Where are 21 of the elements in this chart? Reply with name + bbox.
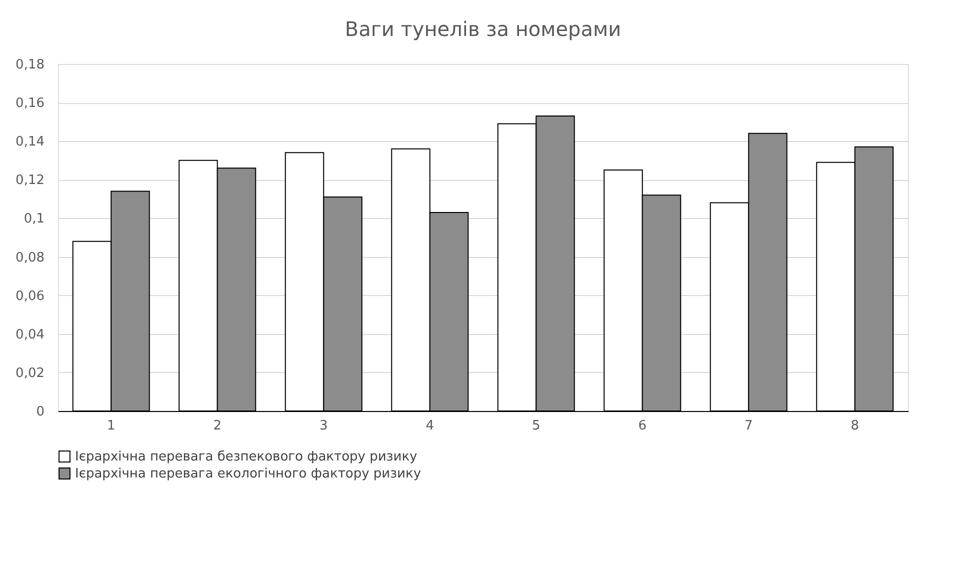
x-tick-label: 1 bbox=[106, 418, 116, 434]
y-tick-label: 0,02 bbox=[16, 366, 44, 381]
chart-title: Ваги тунелів за номерами bbox=[344, 17, 622, 41]
x-tick-label: 5 bbox=[532, 418, 540, 434]
y-tick-label: 0,08 bbox=[16, 250, 44, 266]
y-tick-label: 0,16 bbox=[16, 96, 44, 112]
x-tick-label: 8 bbox=[850, 418, 860, 434]
y-tick-label: 0,04 bbox=[16, 327, 44, 342]
x-tick-label: 2 bbox=[213, 418, 222, 434]
legend-label: Ієрархічна перевага безпекового фактору ризику bbox=[75, 450, 418, 464]
x-tick-label: 6 bbox=[638, 418, 647, 434]
x-tick-label: 4 bbox=[426, 418, 434, 434]
y-tick-label: 0,12 bbox=[16, 173, 44, 188]
y-tick-label: 0,18 bbox=[16, 58, 44, 72]
x-tick-label: 3 bbox=[319, 418, 328, 434]
legend-label: Ієрархічна перевага екологічного фактору ризику bbox=[75, 466, 422, 482]
y-tick-label: 0,1 bbox=[24, 212, 44, 227]
x-tick-label: 7 bbox=[744, 418, 753, 434]
y-tick-label: 0,14 bbox=[16, 134, 44, 150]
y-tick-label: 0 bbox=[36, 404, 44, 420]
y-tick-label: 0,06 bbox=[16, 288, 44, 304]
